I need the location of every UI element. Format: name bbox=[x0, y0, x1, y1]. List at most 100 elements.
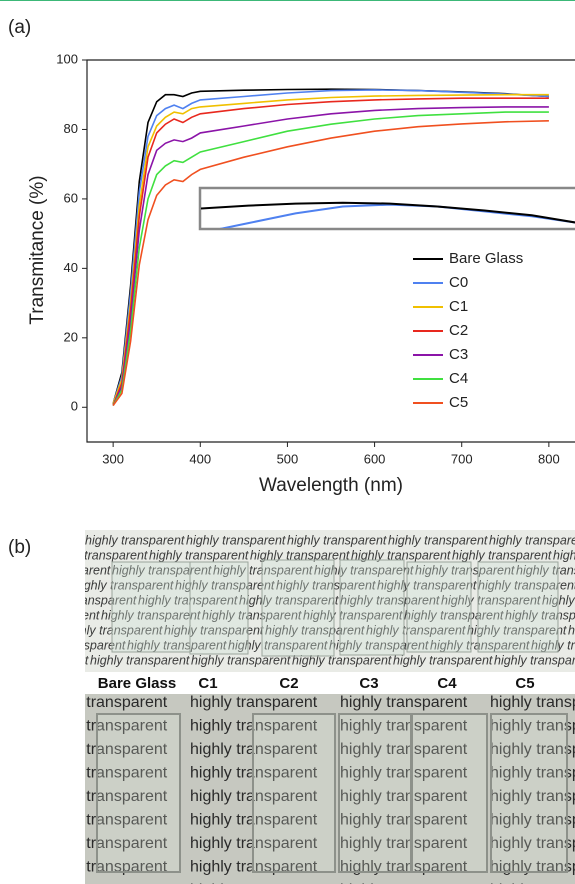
photo-text: highly transparent bbox=[287, 533, 387, 547]
glass-pane bbox=[406, 561, 472, 653]
x-tick-label: 400 bbox=[189, 451, 211, 466]
photo-text: highly transparent bbox=[340, 788, 468, 805]
sample-label: C1 bbox=[198, 675, 217, 692]
photo-text: highly transparent bbox=[478, 578, 575, 592]
glass-pane bbox=[261, 559, 335, 657]
legend-label: C0 bbox=[449, 274, 468, 291]
photo-text: highly transparent bbox=[490, 765, 575, 782]
glass-pane bbox=[339, 559, 405, 656]
photo-text: highly transparent bbox=[467, 623, 567, 637]
glass-pane bbox=[189, 561, 249, 655]
legend-label: C3 bbox=[449, 346, 468, 363]
y-tick-label: 80 bbox=[64, 121, 78, 136]
photo-text: highly transparent bbox=[213, 563, 313, 577]
photo-text: highly transparent bbox=[490, 882, 575, 884]
series-line bbox=[112, 120, 549, 406]
x-tick-label: 300 bbox=[102, 451, 124, 466]
series-line bbox=[112, 97, 549, 406]
photo-text: highly transparent bbox=[239, 593, 339, 607]
photo-bottom-bg bbox=[85, 694, 575, 884]
glass-pane bbox=[338, 713, 412, 873]
x-tick-label: 600 bbox=[364, 451, 386, 466]
photo-text: highly transparent bbox=[0, 718, 18, 735]
photo-text: highly transparent bbox=[40, 788, 168, 805]
panel-label: (b) bbox=[8, 537, 31, 558]
sample-label: C3 bbox=[359, 675, 378, 692]
sample-label: Bare Glass bbox=[98, 675, 176, 692]
photo-text: highly transparent bbox=[0, 578, 73, 592]
sample-label: C5 bbox=[515, 675, 534, 692]
photo-text: highly transparent bbox=[490, 741, 575, 758]
photo-text: highly transparent bbox=[190, 882, 318, 884]
photo-text: highly transparent bbox=[340, 835, 468, 852]
photo-text: highly transparent bbox=[0, 812, 18, 829]
photo-text: highly transparent bbox=[568, 623, 575, 637]
photo-text: highly transparent bbox=[340, 882, 468, 884]
photo-text: highly transparent bbox=[164, 623, 264, 637]
photo-text: highly transparent bbox=[228, 638, 328, 652]
photo-text: highly transparent bbox=[490, 812, 575, 829]
photo-text: highly transparent bbox=[553, 548, 575, 562]
inset bbox=[201, 201, 575, 228]
photo-text: highly transparent bbox=[191, 653, 291, 667]
photo-text: highly transparent bbox=[388, 533, 488, 547]
photo-text: highly transparent bbox=[0, 694, 18, 711]
x-tick-label: 800 bbox=[538, 451, 560, 466]
legend-label: C4 bbox=[449, 370, 468, 387]
photo-text: highly transparent bbox=[340, 765, 468, 782]
photo-text: highly transparent bbox=[202, 608, 302, 622]
photo-text: highly transparent bbox=[393, 653, 493, 667]
glass-pane bbox=[490, 713, 568, 873]
y-tick-label: 20 bbox=[64, 329, 78, 344]
series-line bbox=[112, 88, 549, 405]
photo-text: highly transparent bbox=[250, 548, 350, 562]
glass-pane bbox=[252, 713, 336, 873]
photo-text: highly transparent bbox=[0, 593, 36, 607]
photo-text: highly transparent bbox=[74, 578, 174, 592]
photo-text: highly transparent bbox=[0, 563, 10, 577]
photo-text: highly transparent bbox=[26, 638, 126, 652]
photo-text: highly transparent bbox=[303, 608, 403, 622]
photo-text: highly transparent bbox=[340, 718, 468, 735]
photo-text: highly transparent bbox=[516, 563, 575, 577]
legend-label: C5 bbox=[449, 394, 468, 411]
photo-text: highly transparent bbox=[40, 694, 168, 711]
sample-label: C2 bbox=[279, 675, 298, 692]
legend-label: Bare Glass bbox=[449, 250, 523, 267]
photo-text: highly transparent bbox=[101, 608, 201, 622]
photo-text: highly transparent bbox=[351, 548, 451, 562]
photo-text: highly transparent bbox=[40, 882, 168, 884]
photo-text: highly transparent bbox=[366, 623, 466, 637]
photo-text: highly transparent bbox=[37, 593, 137, 607]
photo-text: highly transparent bbox=[340, 593, 440, 607]
photo-text: highly transparent bbox=[0, 638, 25, 652]
photo-text: highly transparent bbox=[48, 548, 148, 562]
photo-text: highly transparent bbox=[441, 593, 541, 607]
photo-text: highly transparent bbox=[0, 765, 18, 782]
photo-text: highly transparent bbox=[0, 859, 18, 876]
photo-text: highly transparent bbox=[314, 563, 414, 577]
series-line bbox=[112, 89, 549, 405]
legend-label: C1 bbox=[449, 298, 468, 315]
photo-text: highly transparent bbox=[40, 718, 168, 735]
glass-pane bbox=[411, 713, 488, 873]
photo-text: highly transparent bbox=[430, 638, 530, 652]
x-tick-label: 700 bbox=[451, 451, 473, 466]
inset-box bbox=[198, 186, 575, 231]
photo-text: highly transparent bbox=[186, 533, 286, 547]
photo-text: highly transparent bbox=[112, 563, 212, 577]
series-line bbox=[112, 93, 549, 405]
glass-pane bbox=[477, 561, 559, 653]
label-strip bbox=[85, 672, 575, 694]
photo-text: highly transparent bbox=[40, 812, 168, 829]
photo-text: highly transparent bbox=[90, 653, 190, 667]
sample-label: C4 bbox=[437, 675, 457, 692]
photo-text: highly transparent bbox=[490, 694, 575, 711]
legend-label: C2 bbox=[449, 322, 468, 339]
series-line bbox=[112, 106, 549, 406]
photo-text: highly transparent bbox=[377, 578, 477, 592]
photo-text: highly transparent bbox=[0, 653, 89, 667]
photo-text: highly transparent bbox=[489, 533, 575, 547]
